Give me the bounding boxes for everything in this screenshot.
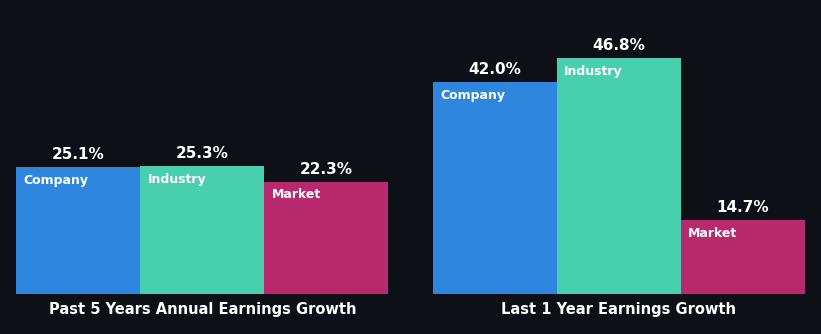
- Text: Company: Company: [440, 89, 505, 102]
- Text: 42.0%: 42.0%: [468, 62, 521, 77]
- Text: 22.3%: 22.3%: [300, 162, 353, 177]
- Text: Company: Company: [24, 174, 89, 187]
- Bar: [140, 166, 264, 294]
- Text: Industry: Industry: [148, 173, 206, 186]
- Text: 46.8%: 46.8%: [592, 38, 645, 53]
- Text: 25.3%: 25.3%: [176, 146, 229, 161]
- Bar: [681, 220, 805, 294]
- Bar: [16, 167, 140, 294]
- Text: Market: Market: [272, 188, 321, 201]
- Text: 25.1%: 25.1%: [52, 147, 105, 162]
- Bar: [264, 181, 388, 294]
- Bar: [433, 82, 557, 294]
- X-axis label: Past 5 Years Annual Earnings Growth: Past 5 Years Annual Earnings Growth: [48, 302, 356, 317]
- Bar: [557, 58, 681, 294]
- Text: 14.7%: 14.7%: [716, 200, 769, 215]
- X-axis label: Last 1 Year Earnings Growth: Last 1 Year Earnings Growth: [501, 302, 736, 317]
- Text: Industry: Industry: [564, 65, 623, 78]
- Text: Market: Market: [688, 227, 737, 240]
